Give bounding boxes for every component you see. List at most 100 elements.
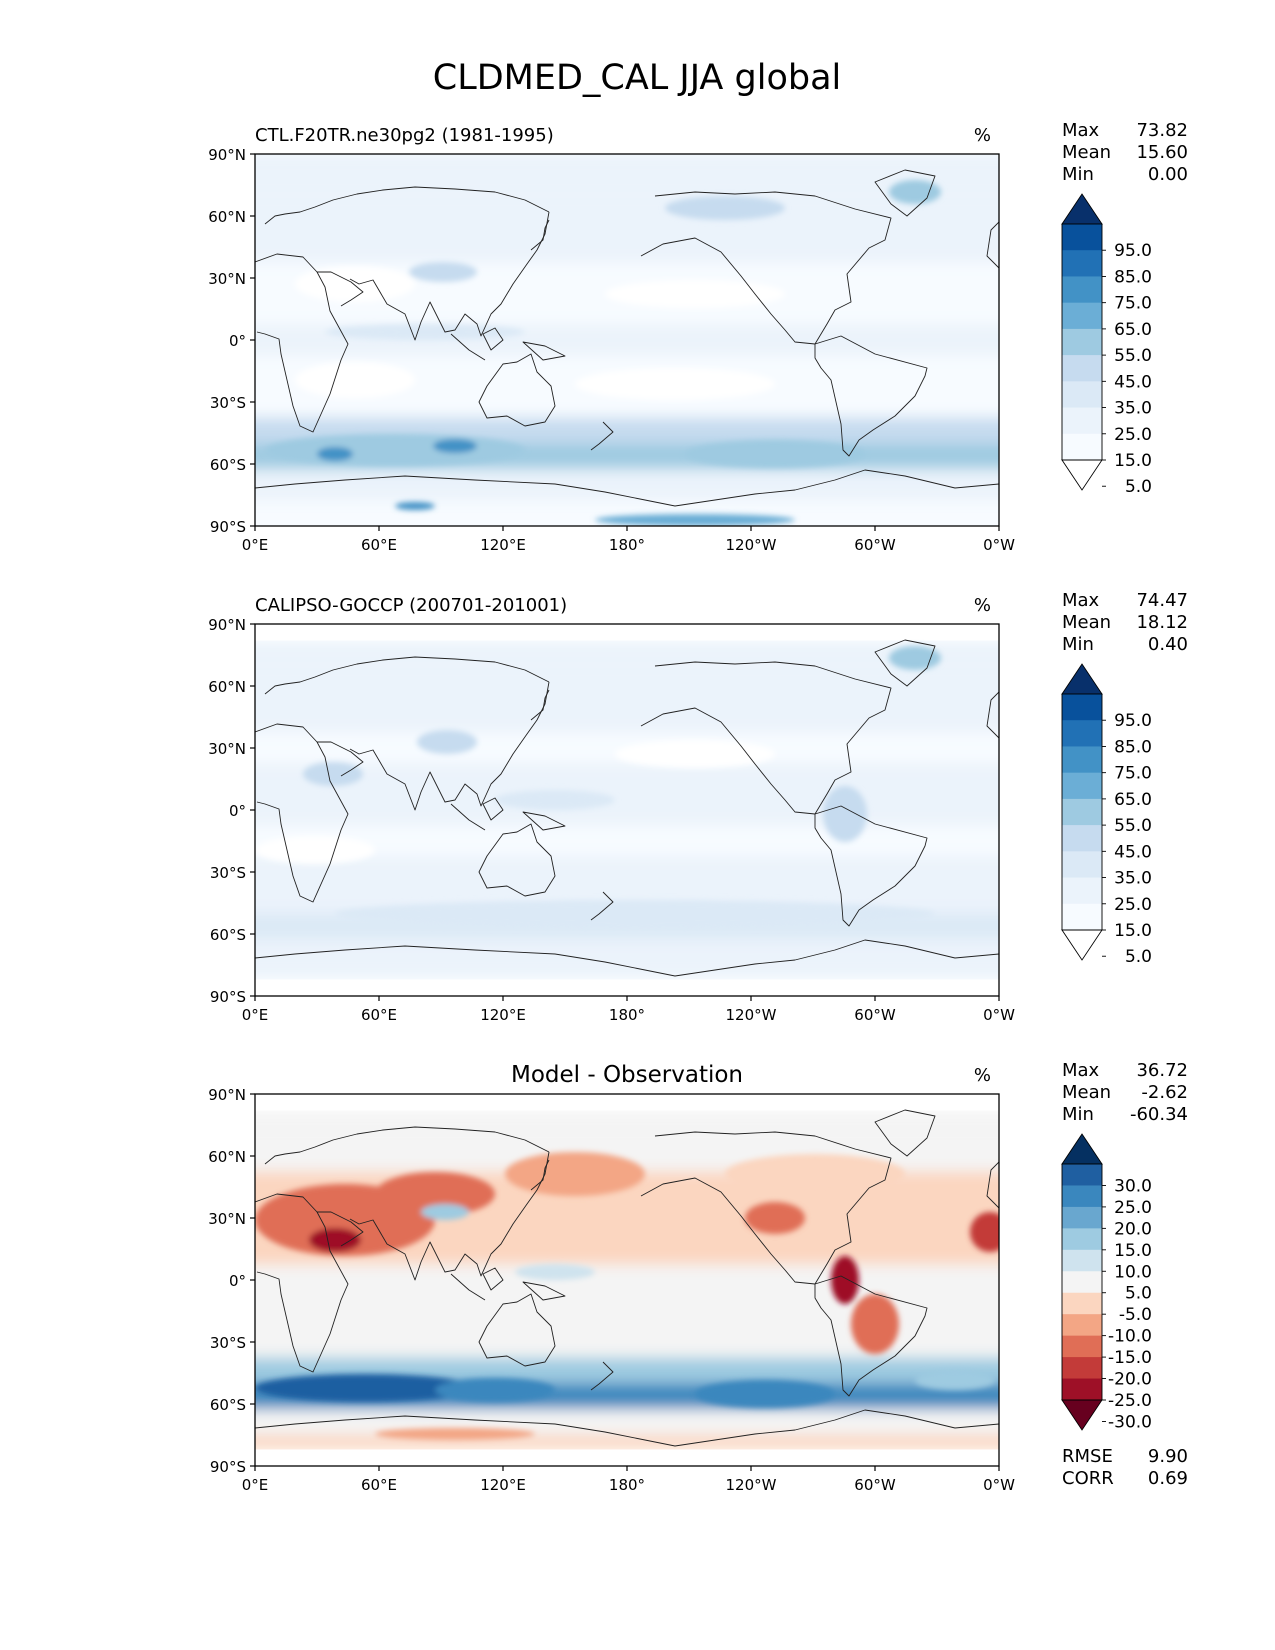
- lon-tick-label: 60°E: [361, 536, 397, 554]
- panel-difference: Model - Observation % 90°N 60°N 30°N 0° 30°S…: [208, 1062, 1015, 1494]
- north-pacific-cloud-band: [665, 196, 785, 220]
- side-panel-difference: Max 36.72 Mean -2.62 Min -60.34 30.025.0…: [1061, 1060, 1188, 1489]
- regional-features: [255, 646, 941, 928]
- stat-min-value: 0.00: [1148, 164, 1188, 185]
- missing-data-area: [255, 979, 999, 996]
- colorbar-segment: [1062, 433, 1102, 461]
- colorbar-segment: [1062, 798, 1102, 826]
- lon-tick-label: 0°W: [983, 536, 1015, 554]
- lon-tick-label: 0°E: [242, 536, 269, 554]
- colorbar-extend-min: [1061, 1399, 1103, 1431]
- rmse-value: 9.90: [1148, 1446, 1188, 1467]
- colorbar-segment: [1062, 1185, 1102, 1208]
- zonal-band: [255, 1435, 999, 1450]
- units-label: %: [974, 1065, 991, 1086]
- lon-tick-label: 120°W: [726, 1476, 777, 1494]
- colorbar-label: 15.0: [1114, 921, 1152, 941]
- colorbar-label: -30.0: [1108, 1412, 1152, 1432]
- zonal-band: [255, 665, 999, 702]
- colorbar-segment: [1062, 407, 1102, 435]
- colorbar-segment: [1062, 1206, 1102, 1229]
- panel-observation: CALIPSO-GOCCP (200701-201001) % 90°N 60°N…: [208, 595, 1015, 1024]
- colorbar-segment: [1062, 903, 1102, 931]
- colorbar-segment: [1062, 1335, 1102, 1358]
- missing-data-area: [255, 624, 999, 641]
- colorbar-label: 10.0: [1114, 1262, 1152, 1282]
- zonal-band: [255, 1409, 999, 1435]
- colorbar: 95.0 85.0 75.0 65.0 55.0 45.0 35.0 25.0 15.0 5.0: [1061, 663, 1152, 967]
- stat-max-label: Max: [1062, 1060, 1100, 1081]
- colorbar-segment: [1062, 746, 1102, 774]
- lon-tick-label: 60°W: [854, 1476, 896, 1494]
- zonal-band: [255, 794, 999, 826]
- southern-ocean-local-maximum: [317, 447, 353, 461]
- west-africa-edge-negative-bias: [970, 1212, 999, 1252]
- tibetan-plateau-cloud: [409, 262, 477, 282]
- colorbar-segment: [1062, 1164, 1102, 1186]
- panel-title: Model - Observation: [511, 1062, 743, 1088]
- lon-tick-label: 180°: [609, 1006, 645, 1024]
- colorbar-label: 75.0: [1114, 294, 1152, 314]
- lon-tick-label: 0°W: [983, 1006, 1015, 1024]
- lat-tick-label: 90°S: [210, 518, 246, 536]
- missing-data-area: [255, 1449, 999, 1466]
- zonal-band: [255, 965, 999, 980]
- colorbar-label: 30.0: [1114, 1176, 1152, 1196]
- lon-tick-label: 120°E: [480, 1476, 526, 1494]
- lon-tick-label: 120°W: [726, 1006, 777, 1024]
- lat-tick-label: 0°: [229, 802, 246, 820]
- mexico-negative-bias: [745, 1202, 805, 1234]
- maritime-continent-positive-bias: [515, 1264, 595, 1280]
- colorbar-label: 5.0: [1125, 1284, 1152, 1304]
- colorbar-frame: [1061, 1163, 1103, 1401]
- southern-ocean-positive-bias-central: [435, 1378, 555, 1402]
- sahara-dry-region: [295, 266, 415, 302]
- lat-tick-label: 30°N: [208, 1210, 246, 1228]
- colorbar-segment: [1062, 302, 1102, 330]
- lat-tick-label: 30°S: [210, 1334, 246, 1352]
- stat-mean-value: -2.62: [1141, 1082, 1188, 1103]
- panel-model: CTL.F20TR.ne30pg2 (1981-1995) % 90°N 60°N…: [208, 125, 1015, 554]
- lat-tick-label: 60°S: [210, 1396, 246, 1414]
- zonal-band: [255, 1326, 999, 1358]
- zonal-band: [255, 856, 999, 888]
- regional-features: [265, 180, 941, 526]
- colorbar-segment: [1062, 250, 1102, 277]
- colorbar-label: 65.0: [1114, 320, 1152, 340]
- colorbar-label: 75.0: [1114, 764, 1152, 784]
- lat-tick-label: 90°N: [208, 146, 246, 164]
- colorbar-label: 45.0: [1114, 842, 1152, 862]
- colorbar-extend-max: [1061, 1133, 1103, 1165]
- lon-tick-label: 0°W: [983, 1476, 1015, 1494]
- zonal-band: [255, 701, 999, 733]
- colorbar-label: 35.0: [1114, 869, 1152, 889]
- southern-subtropics-clear: [295, 362, 415, 398]
- colorbar: 95.0 85.0 75.0 65.0 55.0 45.0 35.0 25.0 15.0 5.0: [1061, 193, 1152, 497]
- east-africa-cloud: [303, 762, 363, 786]
- colorbar-extend-max: [1061, 193, 1103, 225]
- tibetan-plateau-cloud: [417, 730, 477, 754]
- colorbar-label: 15.0: [1114, 1241, 1152, 1261]
- stat-mean-value: 18.12: [1136, 612, 1188, 633]
- colorbar-label: 25.0: [1114, 1198, 1152, 1218]
- stat-min-value: 0.40: [1148, 634, 1188, 655]
- subtropical-clear-sky: [615, 740, 775, 768]
- zonal-band: [255, 469, 999, 501]
- antarctic-edge-feature: [395, 502, 435, 510]
- southern-ocean-positive-bias-east: [695, 1380, 835, 1408]
- zonal-bands: [255, 154, 999, 526]
- lat-tick-label: 30°N: [208, 740, 246, 758]
- colorbar-segment: [1062, 1228, 1102, 1251]
- colorbar-segment: [1062, 1357, 1102, 1380]
- colorbar-segment: [1062, 694, 1102, 721]
- panel-title: CTL.F20TR.ne30pg2 (1981-1995): [255, 125, 554, 146]
- zonal-band: [255, 763, 999, 795]
- lon-tick-label: 60°E: [361, 1006, 397, 1024]
- colorbar-label: 5.0: [1125, 947, 1152, 967]
- figure-title: CLDMED_CAL JJA global: [433, 58, 842, 98]
- corr-value: 0.69: [1148, 1468, 1188, 1489]
- colorbar-segment: [1062, 355, 1102, 382]
- greenland-cloud-maximum: [889, 180, 941, 204]
- southern-ocean-local-maximum: [433, 439, 477, 453]
- lat-tick-label: 90°S: [210, 988, 246, 1006]
